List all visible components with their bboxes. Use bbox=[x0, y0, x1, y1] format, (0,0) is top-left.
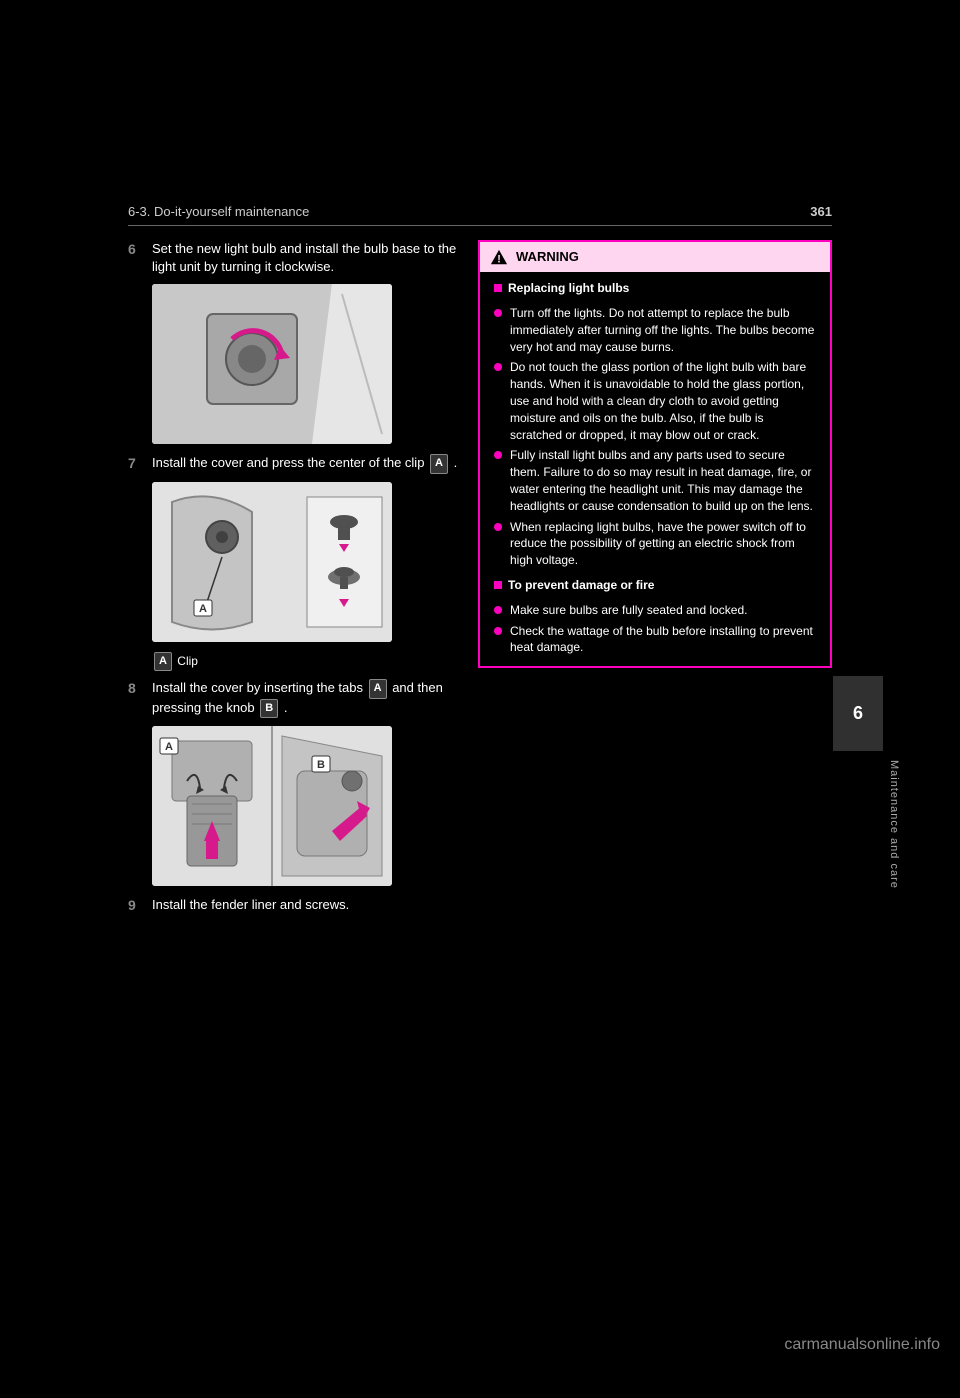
warning-bullet-text: When replacing light bulbs, have the pow… bbox=[510, 519, 816, 569]
circle-bullet-icon bbox=[494, 523, 502, 531]
tabs-knob-illustration: A B bbox=[152, 726, 392, 886]
step-text: Set the new light bulb and install the b… bbox=[152, 240, 458, 276]
step-8: 8 Install the cover by inserting the tab… bbox=[128, 679, 458, 718]
warning-box: ! WARNING Replacing light bulbs Turn off… bbox=[478, 240, 832, 668]
warning-bullet-text: Fully install light bulbs and any parts … bbox=[510, 447, 816, 514]
content-columns: 6 Set the new light bulb and install the… bbox=[128, 240, 832, 924]
warning-subtitle: To prevent damage or fire bbox=[494, 577, 816, 594]
circle-bullet-icon bbox=[494, 309, 502, 317]
clip-cover-illustration: A bbox=[152, 482, 392, 642]
caption-label-a: A bbox=[154, 652, 172, 671]
step-number: 8 bbox=[128, 679, 142, 718]
chapter-tab: 6 bbox=[833, 676, 883, 751]
manual-page: 6-3. Do-it-yourself maintenance 361 6 Se… bbox=[0, 20, 960, 1378]
step-text: Install the fender liner and screws. bbox=[152, 896, 458, 916]
step-9: 9 Install the fender liner and screws. bbox=[128, 896, 458, 916]
step-text-part: Install the cover by inserting the tabs bbox=[152, 681, 367, 696]
label-a: A bbox=[369, 679, 387, 698]
warning-subtitle: Replacing light bulbs bbox=[494, 280, 816, 297]
warning-section-1: Replacing light bulbs bbox=[480, 272, 830, 297]
step-6: 6 Set the new light bulb and install the… bbox=[128, 240, 458, 276]
warning-subtitle-text: To prevent damage or fire bbox=[508, 577, 654, 594]
warning-triangle-icon: ! bbox=[490, 249, 508, 265]
step-number: 6 bbox=[128, 240, 142, 276]
page-number: 361 bbox=[810, 204, 832, 219]
square-bullet-icon bbox=[494, 581, 502, 589]
step-7: 7 Install the cover and press the center… bbox=[128, 454, 458, 474]
step-text: Install the cover by inserting the tabs … bbox=[152, 679, 458, 718]
right-column: ! WARNING Replacing light bulbs Turn off… bbox=[478, 240, 832, 924]
figure-bulb-install bbox=[152, 284, 392, 444]
left-column: 6 Set the new light bulb and install the… bbox=[128, 240, 458, 924]
warning-bullet: Check the wattage of the bulb before ins… bbox=[480, 619, 830, 657]
warning-header: ! WARNING bbox=[480, 242, 830, 272]
page-header: 6-3. Do-it-yourself maintenance 361 bbox=[128, 204, 832, 226]
bulb-install-illustration bbox=[152, 284, 392, 444]
watermark: carmanualsonline.info bbox=[784, 1336, 940, 1354]
caption-text: Clip bbox=[177, 654, 198, 668]
label-a: A bbox=[430, 454, 448, 473]
circle-bullet-icon bbox=[494, 606, 502, 614]
warning-bullet: Fully install light bulbs and any parts … bbox=[480, 443, 830, 514]
step-number: 7 bbox=[128, 454, 142, 474]
step-number: 9 bbox=[128, 896, 142, 916]
step-text: Install the cover and press the center o… bbox=[152, 454, 458, 474]
svg-text:!: ! bbox=[497, 254, 501, 266]
svg-text:B: B bbox=[317, 759, 325, 771]
step-text-part: . bbox=[284, 700, 288, 715]
figure-tabs-knob: A B bbox=[152, 726, 392, 886]
svg-text:A: A bbox=[165, 741, 173, 753]
warning-bullet-text: Check the wattage of the bulb before ins… bbox=[510, 623, 816, 657]
warning-bullet: Make sure bulbs are fully seated and loc… bbox=[480, 598, 830, 619]
warning-bullet-text: Do not touch the glass portion of the li… bbox=[510, 359, 816, 443]
step-text-part: Install the cover and press the center o… bbox=[152, 456, 428, 471]
figure-caption: A Clip bbox=[152, 652, 458, 671]
step-text-part: . bbox=[454, 456, 458, 471]
warning-bullet: Turn off the lights. Do not attempt to r… bbox=[480, 301, 830, 355]
section-reference: 6-3. Do-it-yourself maintenance bbox=[128, 204, 309, 219]
figure-clip-cover: A bbox=[152, 482, 392, 642]
chapter-side-label: Maintenance and care bbox=[884, 760, 900, 889]
svg-text:A: A bbox=[199, 603, 207, 615]
warning-bullet: When replacing light bulbs, have the pow… bbox=[480, 515, 830, 569]
warning-bullet-text: Make sure bulbs are fully seated and loc… bbox=[510, 602, 747, 619]
circle-bullet-icon bbox=[494, 363, 502, 371]
circle-bullet-icon bbox=[494, 451, 502, 459]
square-bullet-icon bbox=[494, 284, 502, 292]
warning-title: WARNING bbox=[516, 248, 579, 266]
label-b: B bbox=[260, 699, 278, 718]
warning-bullet: Do not touch the glass portion of the li… bbox=[480, 355, 830, 443]
warning-section-2: To prevent damage or fire bbox=[480, 569, 830, 594]
warning-bullet-text: Turn off the lights. Do not attempt to r… bbox=[510, 305, 816, 355]
chapter-number: 6 bbox=[853, 703, 863, 724]
warning-subtitle-text: Replacing light bulbs bbox=[508, 280, 629, 297]
circle-bullet-icon bbox=[494, 627, 502, 635]
